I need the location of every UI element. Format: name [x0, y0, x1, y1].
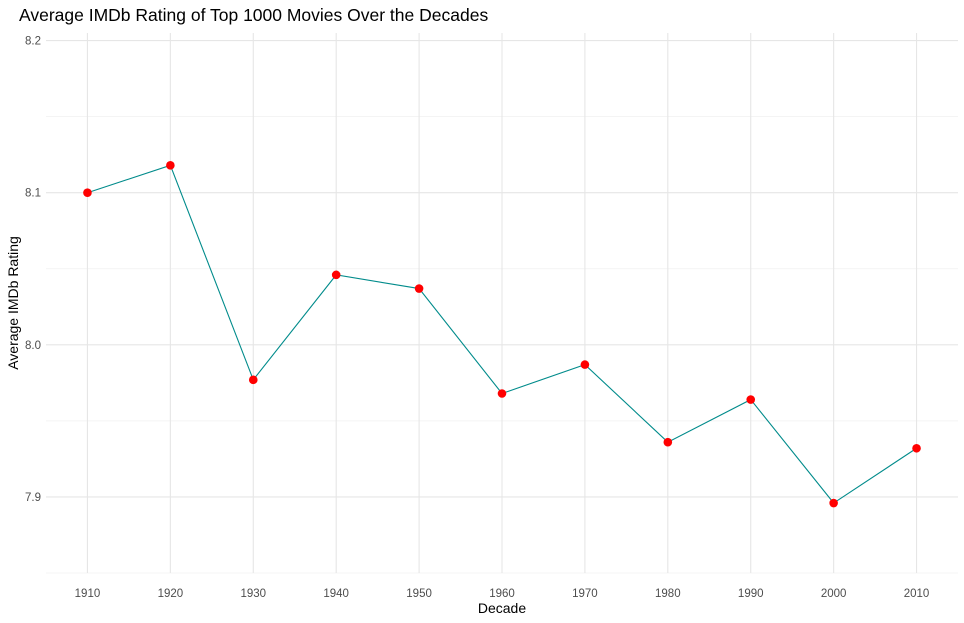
y-tick-label: 8.0 — [25, 340, 41, 352]
x-tick-label: 1980 — [655, 588, 681, 600]
data-point — [829, 498, 838, 508]
data-point — [248, 375, 258, 385]
data-point — [83, 188, 92, 198]
x-tick-label: 1950 — [406, 588, 432, 600]
y-tick-labels: 7.9 8.0 8.1 8.2 — [25, 36, 41, 504]
chart-title: Average IMDb Rating of Top 1000 Movies O… — [19, 5, 489, 25]
data-point — [580, 360, 590, 369]
data-points — [83, 161, 921, 508]
y-tick-label: 8.1 — [25, 188, 41, 200]
x-tick-label: 1990 — [738, 588, 764, 600]
data-point — [166, 161, 175, 170]
data-point — [663, 437, 673, 447]
y-tick-label: 7.9 — [25, 492, 41, 504]
data-point — [414, 284, 424, 293]
x-tick-label: 1910 — [75, 588, 101, 600]
x-tick-label: 1920 — [158, 588, 184, 600]
x-tick-label: 1970 — [572, 588, 598, 600]
x-tick-label: 2010 — [904, 588, 930, 600]
y-tick-label: 8.2 — [25, 36, 41, 48]
data-point — [331, 270, 341, 280]
data-point — [746, 395, 756, 404]
x-tick-label: 1960 — [489, 588, 515, 600]
y-axis-title: Average IMDb Rating — [5, 236, 21, 370]
x-tick-label: 2000 — [821, 588, 847, 600]
grid — [46, 33, 958, 574]
data-point — [497, 389, 507, 398]
x-axis-title: Decade — [478, 600, 526, 616]
x-tick-label: 1930 — [240, 588, 266, 600]
data-point — [912, 443, 921, 453]
x-tick-label: 1940 — [323, 588, 349, 600]
x-tick-labels: 1910 1920 1930 1940 1950 1960 1970 1980 1990 2000… — [75, 588, 930, 600]
